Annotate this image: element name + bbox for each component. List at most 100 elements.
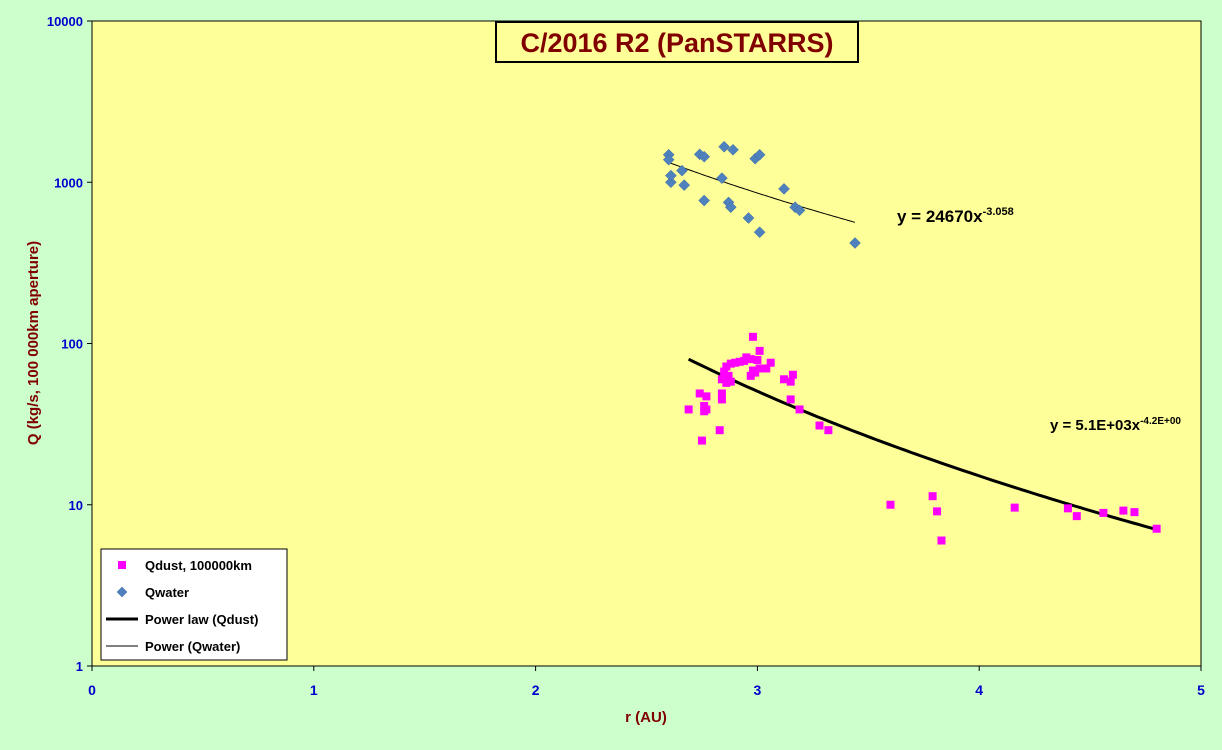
- y-tick-label: 10: [69, 498, 83, 513]
- y-tick-label: 1000: [54, 175, 83, 190]
- qwater-point: [727, 143, 739, 156]
- qdust-point: [1119, 506, 1128, 515]
- qwater-fit-equation-base: y = 24670x: [897, 207, 983, 226]
- qdust-fit-equation-base: y = 5.1E+03x: [1050, 417, 1141, 434]
- legend: Qdust, 100000km Qwater Power law (Qdust)…: [100, 548, 288, 661]
- qwater-point: [698, 194, 711, 207]
- qdust-point: [1063, 504, 1072, 513]
- qdust-point: [1010, 503, 1019, 512]
- y-axis-label: Q (kg/s, 100 000km aperture): [25, 241, 42, 445]
- qwater-point: [676, 164, 688, 177]
- qdust-point: [735, 357, 744, 366]
- x-tick-label: 5: [1197, 682, 1205, 698]
- qwater-point: [753, 226, 766, 239]
- qdust-point: [786, 377, 795, 386]
- qdust-point: [1099, 508, 1108, 517]
- qdust-point: [717, 375, 726, 384]
- qdust-point: [937, 536, 946, 545]
- qdust-point: [1130, 508, 1139, 517]
- qdust-point: [751, 368, 760, 377]
- qwater-point: [718, 140, 730, 153]
- x-axis: 0 1 2 3 4 5: [88, 666, 1205, 698]
- qwater-point: [665, 169, 677, 182]
- qdust-point: [720, 367, 729, 376]
- qdust-point: [815, 421, 824, 430]
- qdust-point: [715, 426, 724, 435]
- qdust-fit-equation: y = 5.1E+03x-4.2E+00: [1050, 416, 1181, 434]
- qwater-point: [698, 150, 711, 163]
- x-tick-label: 1: [310, 682, 318, 698]
- legend-qdust-marker: [118, 561, 126, 569]
- qdust-point: [762, 364, 771, 373]
- qdust-point: [724, 371, 733, 380]
- qdust-point: [780, 375, 789, 384]
- qwater-series: [662, 140, 861, 249]
- qwater-fit-equation: y = 24670x-3.058: [897, 206, 1014, 226]
- qwater-point: [716, 172, 728, 185]
- x-tick-label: 2: [532, 682, 540, 698]
- qdust-point: [1152, 524, 1161, 533]
- qdust-point: [786, 395, 795, 404]
- y-tick-label: 1: [76, 659, 83, 674]
- chart-title: C/2016 R2 (PanSTARRS): [495, 21, 859, 63]
- chart-title-box: [495, 21, 859, 63]
- qdust-point: [717, 395, 726, 404]
- qdust-point: [731, 358, 740, 367]
- qdust-point: [746, 355, 755, 364]
- qwater-point: [724, 201, 737, 214]
- qdust-power-fit-line: [687, 357, 1157, 531]
- qdust-fit-equation-exponent: -4.2E+00: [1140, 416, 1181, 427]
- legend-water-fit-label: Power (Qwater): [145, 639, 240, 654]
- qdust-point: [717, 389, 726, 398]
- qdust-point: [722, 378, 731, 387]
- qdust-point: [726, 359, 735, 368]
- qdust-point: [753, 356, 762, 365]
- y-tick-label: 100: [61, 337, 83, 352]
- qwater-point: [665, 176, 677, 189]
- qwater-point: [778, 183, 790, 195]
- legend-qwater-marker: [116, 586, 128, 598]
- chart-title-text: C/2016 R2 (PanSTARRS): [520, 28, 833, 58]
- legend-qdust-label: Qdust, 100000km: [145, 558, 252, 573]
- qwater-power-fit-line: [668, 161, 856, 223]
- qdust-point: [748, 332, 757, 341]
- qdust-point: [788, 370, 797, 379]
- qdust-point: [824, 426, 833, 435]
- qdust-point: [766, 358, 775, 367]
- qdust-point: [742, 353, 751, 362]
- qdust-series: [684, 332, 1161, 545]
- qdust-point: [928, 492, 937, 501]
- qdust-point: [746, 371, 755, 380]
- qdust-point: [695, 389, 704, 398]
- qdust-point: [886, 500, 895, 509]
- qdust-point: [702, 405, 711, 414]
- qdust-point: [726, 377, 735, 386]
- qdust-point: [702, 392, 711, 401]
- qdust-point: [1072, 512, 1081, 521]
- legend-dust-fit-label: Power law (Qdust): [145, 612, 258, 627]
- qdust-point: [755, 346, 764, 355]
- qdust-point: [795, 405, 804, 414]
- x-tick-label: 3: [754, 682, 762, 698]
- qwater-point: [662, 153, 675, 166]
- x-axis-label: r (AU): [625, 709, 667, 726]
- qwater-point: [678, 179, 691, 191]
- qdust-point: [755, 364, 764, 373]
- qdust-point: [697, 436, 706, 445]
- fit-lines: [668, 161, 1157, 531]
- qwater-point: [753, 148, 766, 161]
- y-tick-label: 10000: [47, 14, 83, 29]
- legend-box: [100, 548, 288, 661]
- x-tick-label: 0: [88, 682, 96, 698]
- qwater-point: [742, 212, 755, 224]
- x-tick-label: 4: [975, 682, 983, 698]
- qdust-point: [684, 405, 693, 414]
- qwater-point: [793, 204, 806, 217]
- y-axis: 1 10 100 1000 10000: [47, 14, 92, 674]
- qwater-point: [849, 237, 861, 249]
- qdust-point: [933, 507, 942, 516]
- legend-qwater-label: Qwater: [145, 585, 189, 600]
- qdust-point: [722, 362, 731, 371]
